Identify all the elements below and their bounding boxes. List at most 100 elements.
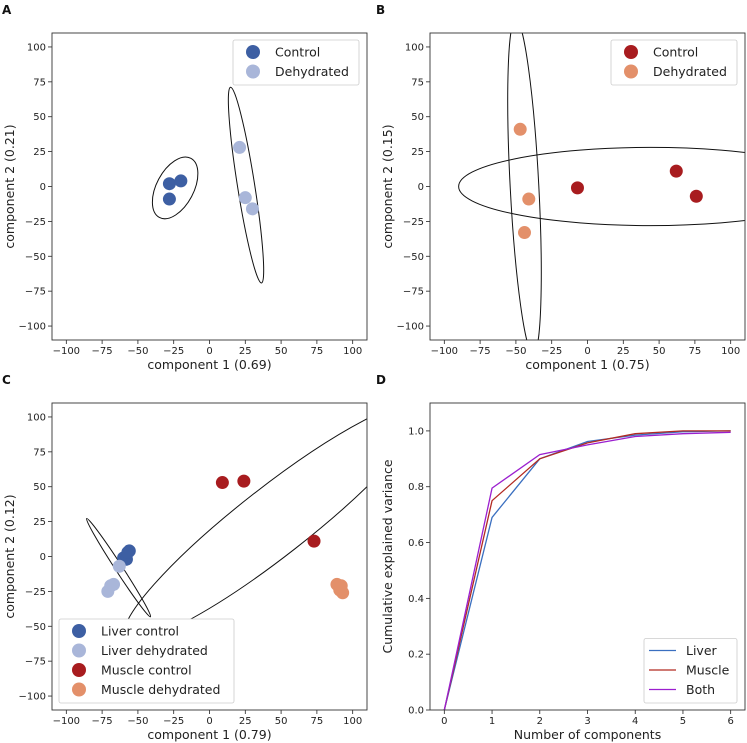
x-tick-label: 25: [239, 716, 252, 727]
x-tick-label: 100: [343, 716, 362, 727]
x-tick-label: −25: [541, 346, 562, 357]
x-axis-label: Number of components: [514, 727, 661, 742]
panel-d: D 0 1 2 3 4 5 6 0.0 0.2 0.4 0.6 0.8 1.0 Number of comp…: [376, 373, 746, 742]
confidence-ellipse: [227, 86, 265, 284]
legend-label: Control: [653, 45, 698, 60]
y-tick-label: 75: [411, 77, 424, 88]
y-tick-label: 0.2: [408, 650, 424, 661]
y-tick-label: 50: [33, 112, 46, 123]
x-tick-label: 75: [689, 346, 702, 357]
y-tick-label: −100: [397, 322, 424, 333]
legend-label: Both: [686, 682, 715, 697]
y-tick-label: 25: [33, 517, 46, 528]
x-tick-label: 3: [584, 716, 590, 727]
y-tick-label: 0.8: [408, 482, 424, 493]
data-point: [513, 122, 527, 136]
series-muscle-control: [215, 474, 321, 548]
y-tick-label: 75: [33, 447, 46, 458]
legend-marker: [246, 45, 260, 59]
data-point: [162, 177, 176, 191]
x-tick-label: −100: [431, 346, 458, 357]
x-tick-label: 0: [206, 346, 212, 357]
x-tick-label: 0: [441, 716, 447, 727]
y-axis: −100 −75 −50 −25 0 25 50 75 100: [19, 42, 52, 333]
x-tick-label: −50: [127, 346, 148, 357]
legend-marker: [246, 64, 260, 79]
legend-label: Liver: [686, 643, 718, 658]
x-axis-label: component 1 (0.75): [525, 357, 649, 372]
axes-frame: [429, 32, 746, 341]
y-tick-label: −25: [403, 217, 424, 228]
x-tick-label: −75: [92, 716, 113, 727]
legend-label: Muscle control: [101, 663, 192, 678]
x-tick-label: 0: [584, 346, 590, 357]
legend-marker: [624, 64, 638, 79]
data-point: [245, 202, 259, 216]
legend-label: Control: [275, 45, 320, 60]
data-point: [237, 474, 251, 488]
legend: Liver Muscle Both: [643, 638, 738, 704]
data-point: [162, 192, 176, 206]
panel-a: A −100 −75 −50 −25 0 25 50 75 100 −100 −75 −50 −25 0 25…: [2, 3, 368, 372]
legend-marker: [72, 663, 86, 677]
data-point: [238, 191, 252, 205]
legend-box: [58, 618, 235, 704]
y-tick-label: 1.0: [408, 426, 424, 437]
legend-label: Liver dehydrated: [101, 643, 208, 658]
x-tick-label: 6: [727, 716, 733, 727]
plot-area: [458, 33, 745, 340]
x-tick-label: −25: [163, 716, 184, 727]
data-point: [112, 559, 126, 573]
y-tick-label: 0: [40, 182, 46, 193]
y-tick-label: 100: [27, 412, 46, 423]
x-tick-label: −100: [53, 346, 80, 357]
y-axis: −100 −75 −50 −25 0 25 50 75 100: [19, 412, 52, 703]
y-tick-label: −100: [19, 692, 46, 703]
data-point: [333, 583, 347, 597]
series-line-liver: [443, 430, 731, 710]
series-liver-dehydrated: [101, 559, 126, 598]
plot-area: [86, 403, 367, 642]
legend-marker: [72, 643, 86, 658]
legend-label: Muscle: [686, 663, 730, 678]
x-tick-label: −75: [470, 346, 491, 357]
x-tick-label: −50: [505, 346, 526, 357]
x-tick-label: 100: [343, 346, 362, 357]
y-tick-label: −25: [25, 587, 46, 598]
legend-box: [610, 39, 738, 86]
y-axis-label: Cumulative explained variance: [380, 459, 395, 653]
y-tick-label: −75: [25, 657, 46, 668]
series-line-both: [443, 431, 731, 710]
y-tick-label: 0.4: [408, 594, 424, 605]
y-axis-label: component 2 (0.15): [380, 124, 395, 248]
x-tick-label: 50: [275, 716, 288, 727]
series-dehydrated: [513, 122, 536, 240]
legend-marker: [72, 624, 86, 638]
legend-marker: [624, 45, 638, 59]
series-dehydrated: [233, 140, 259, 216]
y-axis: −100 −75 −50 −25 0 25 50 75 100: [397, 42, 430, 333]
y-tick-label: −50: [25, 622, 46, 633]
x-tick-label: 75: [311, 346, 324, 357]
plot-area: [151, 86, 265, 284]
x-tick-label: −25: [163, 346, 184, 357]
y-tick-label: 25: [411, 147, 424, 158]
data-point: [121, 545, 135, 559]
x-axis: −100 −75 −50 −25 0 25 50 75 100: [53, 340, 362, 357]
x-tick-label: 25: [239, 346, 252, 357]
x-tick-label: 100: [721, 346, 740, 357]
data-point: [233, 140, 247, 154]
x-tick-label: 4: [632, 716, 638, 727]
x-tick-label: 1: [489, 716, 495, 727]
panel-label: D: [376, 373, 386, 387]
legend-label: Muscle dehydrated: [101, 682, 220, 697]
y-tick-label: −75: [403, 287, 424, 298]
x-tick-label: 2: [537, 716, 543, 727]
x-axis-label: component 1 (0.69): [147, 357, 271, 372]
panel-label: B: [376, 3, 385, 17]
legend-label: Dehydrated: [275, 64, 349, 79]
data-point: [174, 174, 188, 188]
data-point: [669, 164, 683, 178]
y-tick-label: −25: [25, 217, 46, 228]
